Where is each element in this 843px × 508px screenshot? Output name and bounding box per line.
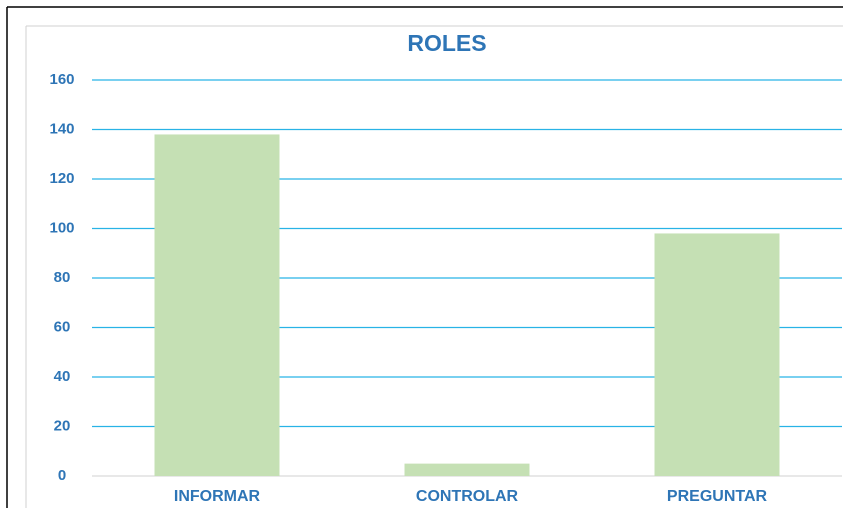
- y-tick-label: 160: [49, 71, 74, 88]
- bar: [404, 463, 530, 476]
- y-tick-label: 0: [58, 467, 66, 484]
- chart-title: ROLES: [407, 30, 486, 56]
- y-tick-label: 80: [54, 269, 71, 286]
- y-tick-label: 40: [54, 368, 71, 385]
- bar: [154, 134, 280, 476]
- x-tick-label: CONTROLAR: [416, 488, 519, 505]
- y-tick-label: 60: [54, 318, 71, 335]
- y-tick-label: 120: [49, 170, 74, 187]
- bar: [654, 233, 780, 476]
- x-tick-label: INFORMAR: [174, 488, 261, 505]
- y-tick-label: 100: [49, 219, 74, 236]
- y-tick-label: 20: [54, 417, 71, 434]
- x-tick-label: PREGUNTAR: [667, 488, 768, 505]
- y-tick-label: 140: [49, 120, 74, 137]
